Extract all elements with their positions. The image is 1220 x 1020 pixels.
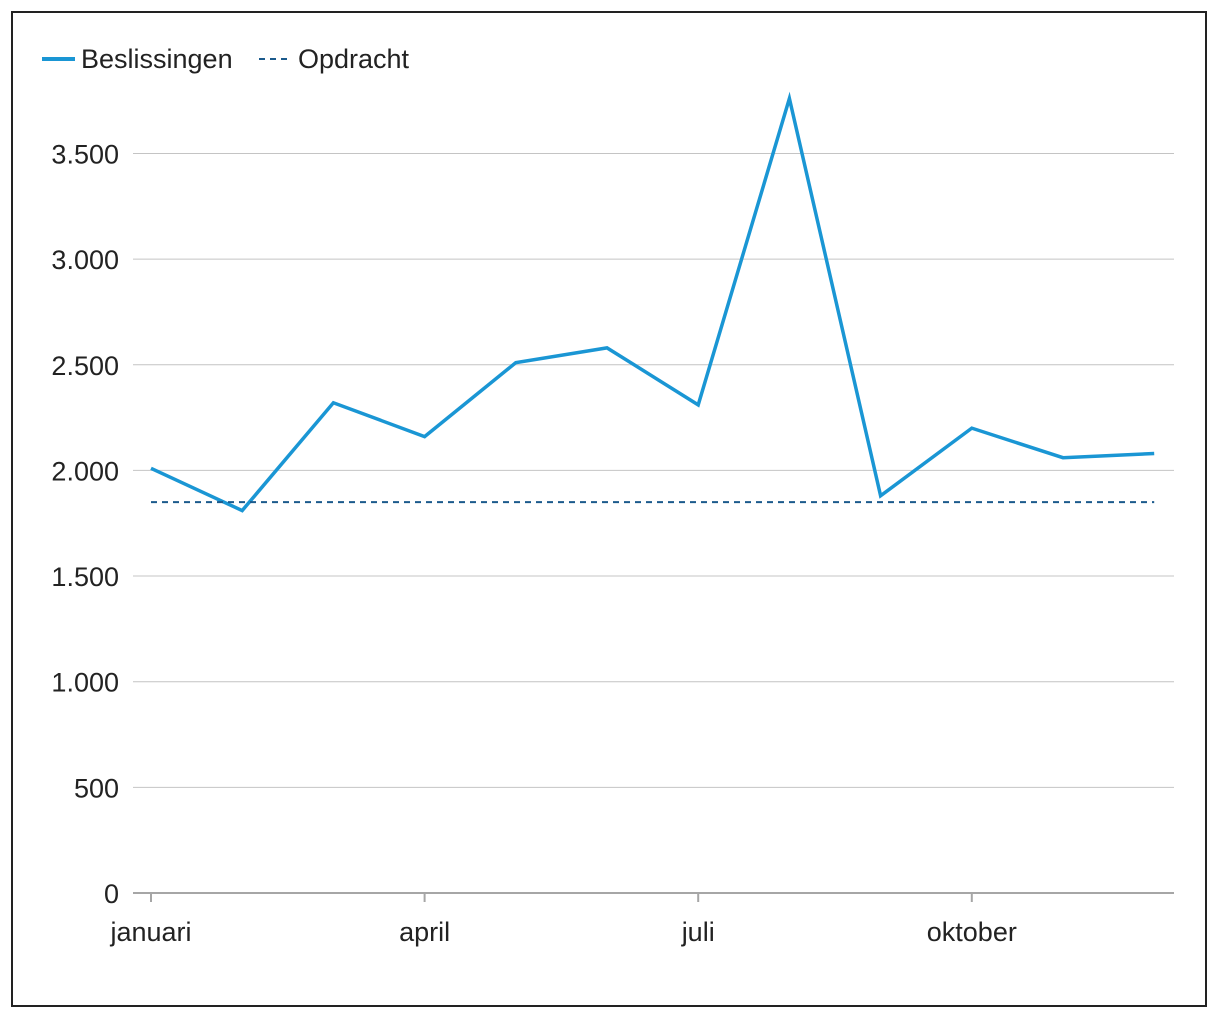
y-tick-label: 500 <box>74 773 119 803</box>
series-layer <box>150 91 1155 513</box>
y-tick-label: 1.000 <box>51 668 119 698</box>
y-tick-label: 1.500 <box>51 562 119 592</box>
legend-label-beslissingen: Beslissingen <box>81 44 233 74</box>
gridlines <box>133 152 1174 788</box>
chart-frame <box>11 11 1207 1007</box>
series-line-beslissingen <box>150 91 1155 513</box>
legend: Beslissingen Opdracht <box>42 44 410 74</box>
y-tick-label: 3.000 <box>51 245 119 275</box>
x-tick-label: januari <box>109 917 191 947</box>
x-tick-label: april <box>399 917 450 947</box>
y-tick-label: 3.500 <box>51 139 119 169</box>
x-axis-ticks: januari april juli oktober <box>109 893 1017 947</box>
y-axis-tick-labels: 0 500 1.000 1.500 2.000 2.500 3.000 3.500 <box>51 139 119 909</box>
legend-label-opdracht: Opdracht <box>298 44 410 74</box>
x-tick-label: juli <box>681 917 715 947</box>
x-tick-label: oktober <box>927 917 1017 947</box>
y-tick-label: 2.500 <box>51 351 119 381</box>
y-tick-label: 2.000 <box>51 456 119 486</box>
y-tick-label: 0 <box>104 879 119 909</box>
